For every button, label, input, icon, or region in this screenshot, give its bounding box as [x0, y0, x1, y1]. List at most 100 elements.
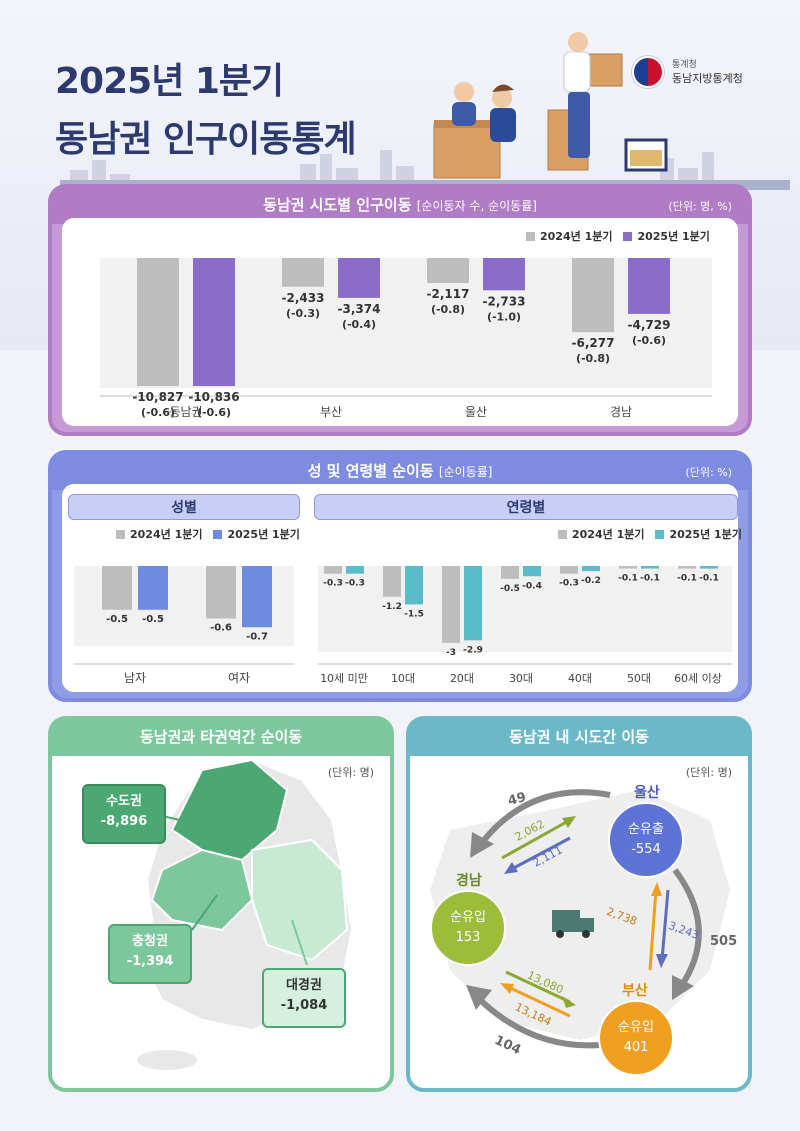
panel-intra-header: 동남권 내 시도간 이동	[410, 720, 748, 756]
region-category-label: 울산	[465, 405, 487, 419]
region-category-label: 경남	[610, 405, 632, 419]
region-bar-2024	[427, 258, 469, 284]
region-bar-2025	[193, 258, 235, 387]
region-value-label: -10,836	[188, 390, 239, 404]
legend-2025: 2025년 1분기	[637, 230, 710, 243]
busan-value: 401	[623, 1040, 649, 1055]
ulsan-city-label: 울산	[634, 785, 660, 801]
capital-area-name: 수도권	[106, 794, 142, 809]
region-plot-bg	[100, 258, 712, 388]
daegyeong-label: 대경권 -1,084	[262, 968, 346, 1028]
sex-legend-2025: 2025년 1분기	[227, 528, 300, 541]
gyeongnam-status: 순유입	[450, 910, 486, 925]
region-value-label: -3,374	[338, 302, 381, 316]
chungcheong-label: 충청권 -1,394	[108, 924, 192, 984]
age-category-label: 50대	[627, 672, 651, 685]
sex-category-label: 여자	[228, 671, 250, 685]
sex-bar-chart: -0.5 -0.5 남자 -0.6 -0.7 여자	[74, 566, 294, 685]
region-bar-2025	[338, 258, 380, 298]
age-legend-2025: 2025년 1분기	[669, 528, 742, 541]
page-title-line1: 2025년 1분기	[55, 61, 284, 102]
gyeongnam-city-label: 경남	[456, 873, 482, 889]
region-value-label: -2,733	[483, 294, 526, 308]
age-bar-2024	[560, 566, 578, 574]
age-value-label: -0.1	[677, 574, 697, 584]
age-category-label: 60세 이상	[674, 672, 722, 685]
daegyeong-region	[251, 838, 349, 962]
sex-legend: 2024년 1분기 2025년 1분기	[116, 526, 300, 542]
panel-sex-age-migration: 성 및 연령별 순이동 [순이동률] (단위: %) 성별 연령별 2024년 …	[48, 450, 752, 702]
age-value-label: -1.5	[404, 609, 424, 619]
legend-2024: 2024년 1분기	[540, 230, 613, 243]
panel-sexage-unit: (단위: %)	[685, 466, 732, 479]
age-bar-2024	[324, 566, 342, 574]
sex-category-label: 남자	[124, 671, 146, 685]
busan-status: 순유입	[618, 1020, 654, 1035]
region-bar-2024	[282, 258, 324, 287]
age-value-label: -3	[446, 648, 456, 658]
panel-sexage-subtitle: [순이동률]	[438, 465, 493, 479]
age-category-label: 40대	[568, 672, 592, 685]
age-bar-2025	[405, 566, 423, 605]
busan-node: 순유입 401	[598, 1000, 674, 1076]
age-bar-2025	[700, 566, 718, 569]
chungcheong-name: 충청권	[132, 934, 168, 949]
panel-interregion: 동남권과 타권역간 순이동 (단위: 명) 수도권 -8,896 충청권 -1,…	[48, 716, 394, 1092]
org-small-label: 통계청	[672, 60, 697, 70]
org-logo: 통계청 동남지방통계청	[632, 56, 743, 88]
region-category-label: 동남권	[169, 405, 202, 419]
capital-area-value: -8,896	[100, 814, 148, 829]
age-value-label: -0.4	[522, 581, 542, 591]
age-value-label: -0.2	[581, 576, 601, 586]
age-value-label: -0.1	[618, 574, 638, 584]
age-category-label: 10세 미만	[320, 672, 368, 685]
flow-ub-net: 505	[710, 934, 738, 949]
moving-people-illustration	[433, 32, 668, 179]
panel-region-legend: 2024년 1분기 2025년 1분기	[526, 228, 710, 244]
chungcheong-region	[150, 848, 254, 932]
sex-value-label: -0.6	[210, 623, 232, 634]
region-value-label: -2,117	[427, 287, 470, 301]
ulsan-node: 순유출 -554	[608, 802, 684, 878]
age-value-label: -0.3	[559, 579, 579, 589]
panel-region-unit: (단위: 명, %)	[668, 200, 732, 213]
age-value-label: -2.9	[463, 645, 483, 655]
age-bar-2024	[678, 566, 696, 569]
age-value-label: -0.5	[500, 584, 520, 594]
region-rate-label: (-0.3)	[286, 307, 320, 320]
age-bar-2025	[464, 566, 482, 641]
age-plot-bg	[318, 566, 732, 652]
age-subheading: 연령별	[314, 494, 738, 520]
sex-legend-2024: 2024년 1분기	[130, 528, 203, 541]
sex-bar-2025	[242, 566, 272, 628]
region-bar-chart: -10,827(-0.6)-10,836(-0.6)동남권-2,433(-0.3…	[100, 258, 712, 419]
panel-region-migration: 동남권 시도별 인구이동 [순이동자 수, 순이동률] (단위: 명, %) 2…	[48, 184, 752, 436]
sex-value-label: -0.7	[246, 631, 268, 642]
region-rate-label: (-0.6)	[197, 406, 231, 419]
age-bar-2025	[582, 566, 600, 572]
region-rate-label: (-0.6)	[632, 334, 666, 347]
age-bar-2024	[501, 566, 519, 579]
sex-bar-2024	[206, 566, 236, 619]
ulsan-value: -554	[631, 842, 661, 857]
org-name: 동남지방통계청	[672, 72, 743, 85]
age-bar-2025	[346, 566, 364, 574]
region-rate-label: (-1.0)	[487, 310, 521, 323]
chungcheong-value: -1,394	[126, 954, 174, 969]
sex-subheading: 성별	[68, 494, 300, 520]
org-emblem-icon	[632, 56, 664, 88]
age-legend: 2024년 1분기 2025년 1분기	[558, 526, 742, 542]
age-bar-2025	[641, 566, 659, 569]
panel-region-title: 동남권 시도별 인구이동	[263, 196, 412, 214]
ulsan-status: 순유출	[628, 822, 664, 837]
panel-region-subtitle: [순이동자 수, 순이동률]	[416, 199, 537, 213]
panel-sexage-title: 성 및 연령별 순이동	[307, 462, 434, 480]
sex-bar-2025	[138, 566, 168, 610]
age-category-label: 20대	[450, 672, 474, 685]
region-bar-2024	[572, 258, 614, 333]
age-legend-2024: 2024년 1분기	[572, 528, 645, 541]
region-rate-label: (-0.6)	[141, 406, 175, 419]
region-value-label: -4,729	[628, 318, 671, 332]
region-rate-label: (-0.8)	[431, 303, 465, 316]
panel-interregion-header: 동남권과 타권역간 순이동	[52, 720, 390, 756]
